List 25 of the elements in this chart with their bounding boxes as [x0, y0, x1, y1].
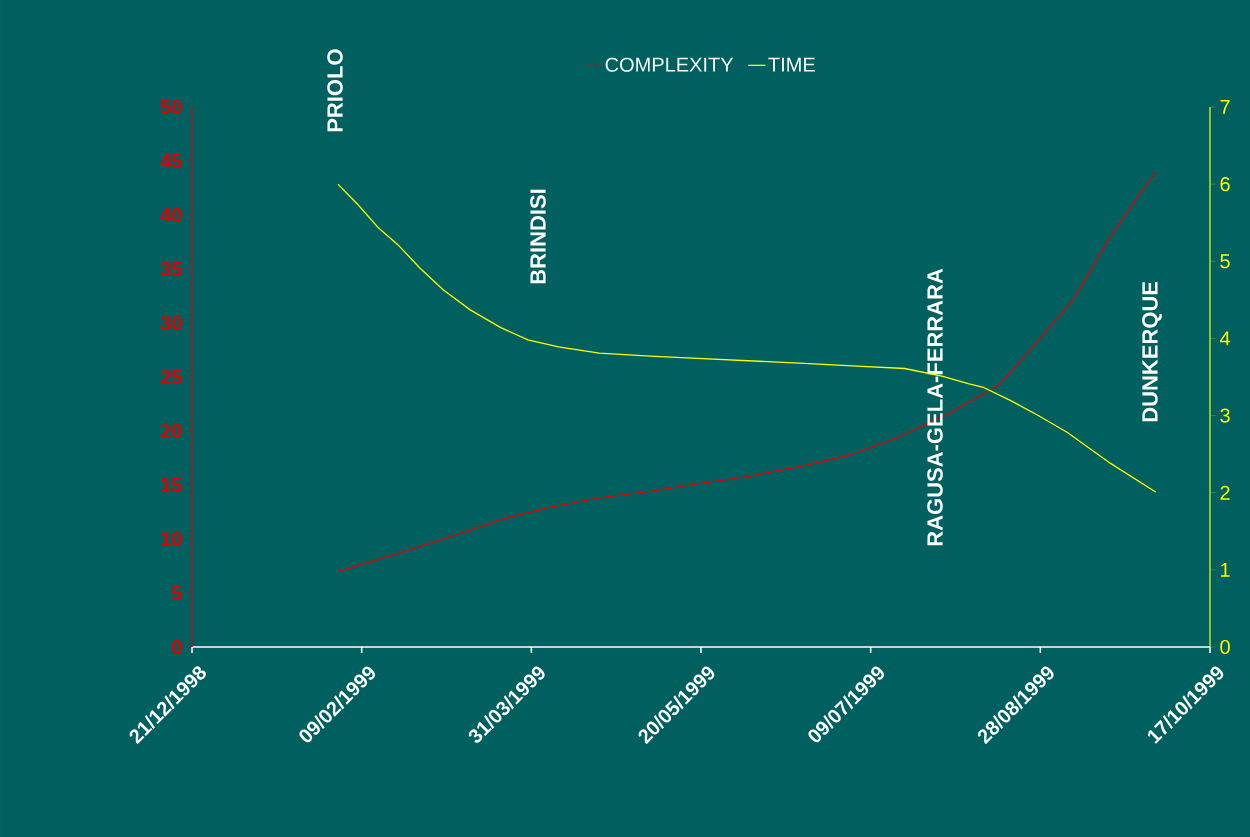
annotation: BRINDISI: [530, 189, 546, 284]
y-tick-label: 30: [160, 315, 182, 331]
y2-tick-label: 3: [1220, 408, 1230, 423]
y-tick-label: 20: [160, 423, 182, 439]
y2-tick-label: 0: [1220, 639, 1230, 655]
y-tick-label: 10: [161, 531, 182, 547]
y-tick-label: 45: [160, 154, 182, 168]
y2-tick-label: 7: [1220, 100, 1230, 114]
y-tick-label: 50: [160, 99, 182, 115]
y2-tick-label: 5: [1220, 254, 1230, 269]
y2-tick-label: 2: [1220, 485, 1230, 500]
y-tick-label: 15: [161, 478, 182, 492]
y-tick-label: 25: [160, 369, 182, 385]
legend-label: COMPLEXITY: [605, 57, 734, 72]
y2-tick-label: 4: [1219, 331, 1231, 346]
annotation: DUNKERQUE: [1142, 281, 1162, 422]
y-tick-label: 40: [160, 207, 182, 223]
y2-tick-label: 6: [1220, 177, 1230, 192]
y2-tick-label: 1: [1221, 562, 1230, 577]
y-tick-label: 0: [172, 639, 182, 655]
y-tick-label: 35: [160, 261, 182, 277]
annotation: PRIOLO: [327, 49, 343, 132]
annotation: RAGUSA-GELA-FERRARA: [927, 268, 943, 546]
legend-label: TIME: [768, 57, 815, 72]
y-tick-label: 5: [171, 586, 182, 600]
